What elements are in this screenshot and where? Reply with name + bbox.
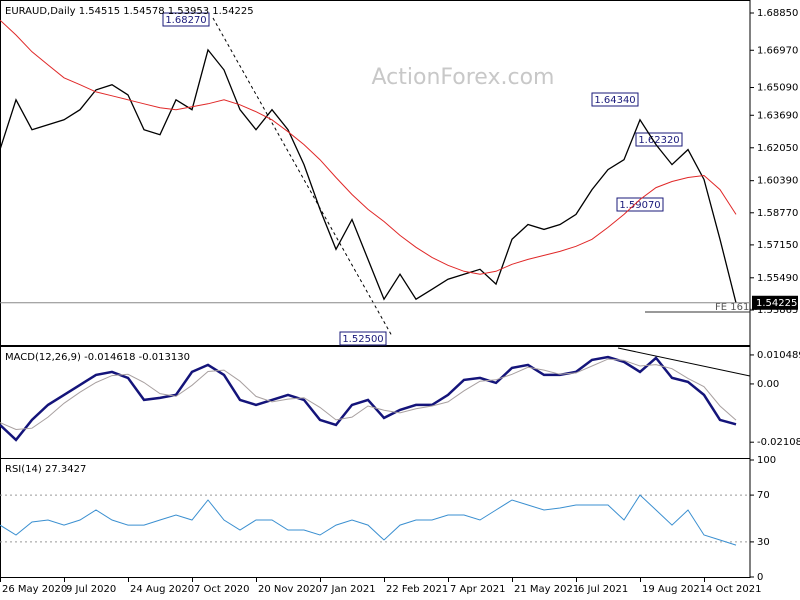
price-label: 1.68270: [165, 15, 206, 26]
trend-line: [212, 17, 393, 337]
y-tick-label: 0.010489: [757, 350, 800, 361]
y-tick-label: 1.62050: [757, 143, 798, 154]
y-tick-label: -0.021083: [757, 437, 800, 448]
last-price-box: [752, 295, 798, 310]
y-tick-label: 1.65090: [757, 83, 798, 94]
price-label-box: [339, 331, 387, 346]
series-line: [0, 19, 737, 275]
y-tick-label: 1.55490: [757, 273, 798, 284]
x-tick-label: 22 Feb 2021: [386, 584, 448, 595]
price-label-box: [591, 92, 639, 107]
y-tick-label: 0: [757, 572, 763, 583]
price-label-box: [162, 12, 210, 27]
panel-title: EURAUD,Daily 1.54515 1.54578 1.53953 1.5…: [5, 6, 254, 17]
x-tick-label: 9 Jul 2020: [66, 584, 116, 595]
x-tick-label: 20 Nov 2020: [258, 584, 322, 595]
y-tick-label: 100: [757, 455, 776, 466]
price-label-box: [635, 132, 683, 147]
x-tick-label: 7 Jan 2021: [322, 584, 376, 595]
y-tick-label: 30: [757, 537, 770, 548]
y-tick-label: 1.68850: [757, 8, 798, 19]
price-label: 1.59070: [619, 200, 660, 211]
y-tick-label: 1.66970: [757, 45, 798, 56]
price-label: 1.64340: [594, 95, 635, 106]
x-tick-label: 6 Jul 2021: [578, 584, 628, 595]
x-tick-label: 4 Oct 2021: [706, 584, 761, 595]
x-tick-label: 19 Aug 2021: [642, 584, 706, 595]
divergence-line: [617, 347, 751, 377]
y-tick-label: 1.53865: [757, 305, 798, 316]
series-line: [0, 494, 737, 546]
x-tick-label: 24 Aug 2020: [130, 584, 194, 595]
x-tick-label: 26 May 2020: [2, 584, 67, 595]
series-line: [0, 48, 737, 303]
panel-title: RSI(14) 27.3427: [5, 464, 86, 475]
y-tick-label: 1.63690: [757, 110, 798, 121]
x-tick-label: 21 May 2021: [514, 584, 579, 595]
y-tick-label: 1.58770: [757, 208, 798, 219]
x-tick-label: 7 Oct 2020: [194, 584, 249, 595]
series-line: [0, 355, 737, 442]
y-tick-label: 1.57150: [757, 240, 798, 251]
panel-title: MACD(12,26,9) -0.014618 -0.013130: [5, 352, 190, 363]
x-tick-label: 7 Apr 2021: [450, 584, 505, 595]
y-tick-label: 70: [757, 490, 770, 501]
price-label: 1.62320: [638, 135, 679, 146]
series-line: [0, 358, 737, 431]
price-label: 1.52500: [342, 334, 383, 345]
price-label-box: [616, 197, 664, 212]
y-tick-label: 1.60390: [757, 176, 798, 187]
watermark: ActionForex.com: [372, 65, 555, 90]
panel-frame: [0, 458, 751, 578]
last-price-label: 1.54225: [756, 298, 797, 309]
y-tick-label: 0.00: [757, 379, 779, 390]
fe-label: FE 161.8: [715, 302, 759, 313]
